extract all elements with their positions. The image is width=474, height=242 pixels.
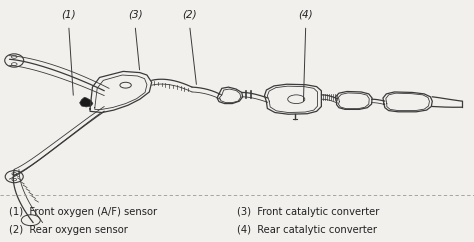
Polygon shape	[80, 97, 93, 107]
Text: (2): (2)	[182, 9, 197, 19]
Text: (4): (4)	[299, 9, 313, 19]
Text: (1): (1)	[62, 9, 76, 19]
Text: (4)  Rear catalytic converter: (4) Rear catalytic converter	[237, 225, 377, 235]
Text: (2)  Rear oxygen sensor: (2) Rear oxygen sensor	[9, 225, 128, 235]
Text: (3): (3)	[128, 9, 142, 19]
Text: (3)  Front catalytic converter: (3) Front catalytic converter	[237, 207, 379, 217]
Text: (1)  Front oxygen (A/F) sensor: (1) Front oxygen (A/F) sensor	[9, 207, 157, 217]
